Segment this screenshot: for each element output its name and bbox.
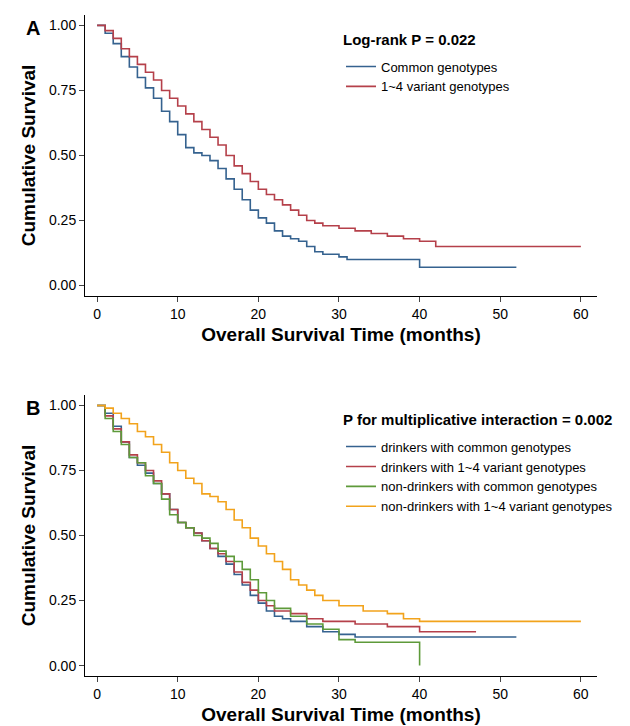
svg-text:0: 0 [93, 306, 101, 322]
svg-text:40: 40 [412, 306, 428, 322]
svg-text:Overall Survival Time (months): Overall Survival Time (months) [201, 704, 480, 725]
svg-text:Log-rank P = 0.022: Log-rank P = 0.022 [343, 31, 476, 48]
svg-text:0.25: 0.25 [49, 212, 76, 228]
svg-text:P for multiplicative interacti: P for multiplicative interaction = 0.002 [343, 411, 612, 428]
svg-text:0: 0 [93, 686, 101, 702]
svg-text:20: 20 [251, 306, 267, 322]
svg-text:1.00: 1.00 [49, 397, 76, 413]
svg-text:1.00: 1.00 [49, 17, 76, 33]
svg-text:60: 60 [573, 686, 589, 702]
svg-text:0.75: 0.75 [49, 462, 76, 478]
svg-text:50: 50 [492, 686, 508, 702]
svg-text:0.00: 0.00 [49, 277, 76, 293]
svg-text:Common genotypes: Common genotypes [381, 60, 498, 75]
svg-text:1~4 variant genotypes: 1~4 variant genotypes [381, 79, 510, 94]
svg-text:0.00: 0.00 [49, 657, 76, 673]
svg-text:10: 10 [170, 306, 186, 322]
svg-text:non-drinkers with common genot: non-drinkers with common genotypes [381, 479, 598, 494]
svg-text:Overall Survival Time (months): Overall Survival Time (months) [201, 324, 480, 345]
svg-text:B: B [26, 397, 40, 419]
svg-text:drinkers with common genotypes: drinkers with common genotypes [381, 440, 572, 455]
svg-text:60: 60 [573, 306, 589, 322]
svg-text:drinkers with 1~4 variant geno: drinkers with 1~4 variant genotypes [381, 460, 586, 475]
svg-text:0.50: 0.50 [49, 527, 76, 543]
svg-text:40: 40 [412, 686, 428, 702]
svg-text:20: 20 [251, 686, 267, 702]
svg-text:0.25: 0.25 [49, 592, 76, 608]
svg-text:non-drinkers with 1~4 variant: non-drinkers with 1~4 variant genotypes [381, 499, 612, 514]
svg-text:A: A [26, 17, 40, 39]
svg-text:10: 10 [170, 686, 186, 702]
svg-text:0.75: 0.75 [49, 82, 76, 98]
svg-text:Cumulative Survival: Cumulative Survival [18, 65, 39, 247]
svg-text:0.50: 0.50 [49, 147, 76, 163]
svg-text:30: 30 [331, 306, 347, 322]
svg-text:30: 30 [331, 686, 347, 702]
svg-text:50: 50 [492, 306, 508, 322]
svg-text:Cumulative Survival: Cumulative Survival [18, 445, 39, 627]
